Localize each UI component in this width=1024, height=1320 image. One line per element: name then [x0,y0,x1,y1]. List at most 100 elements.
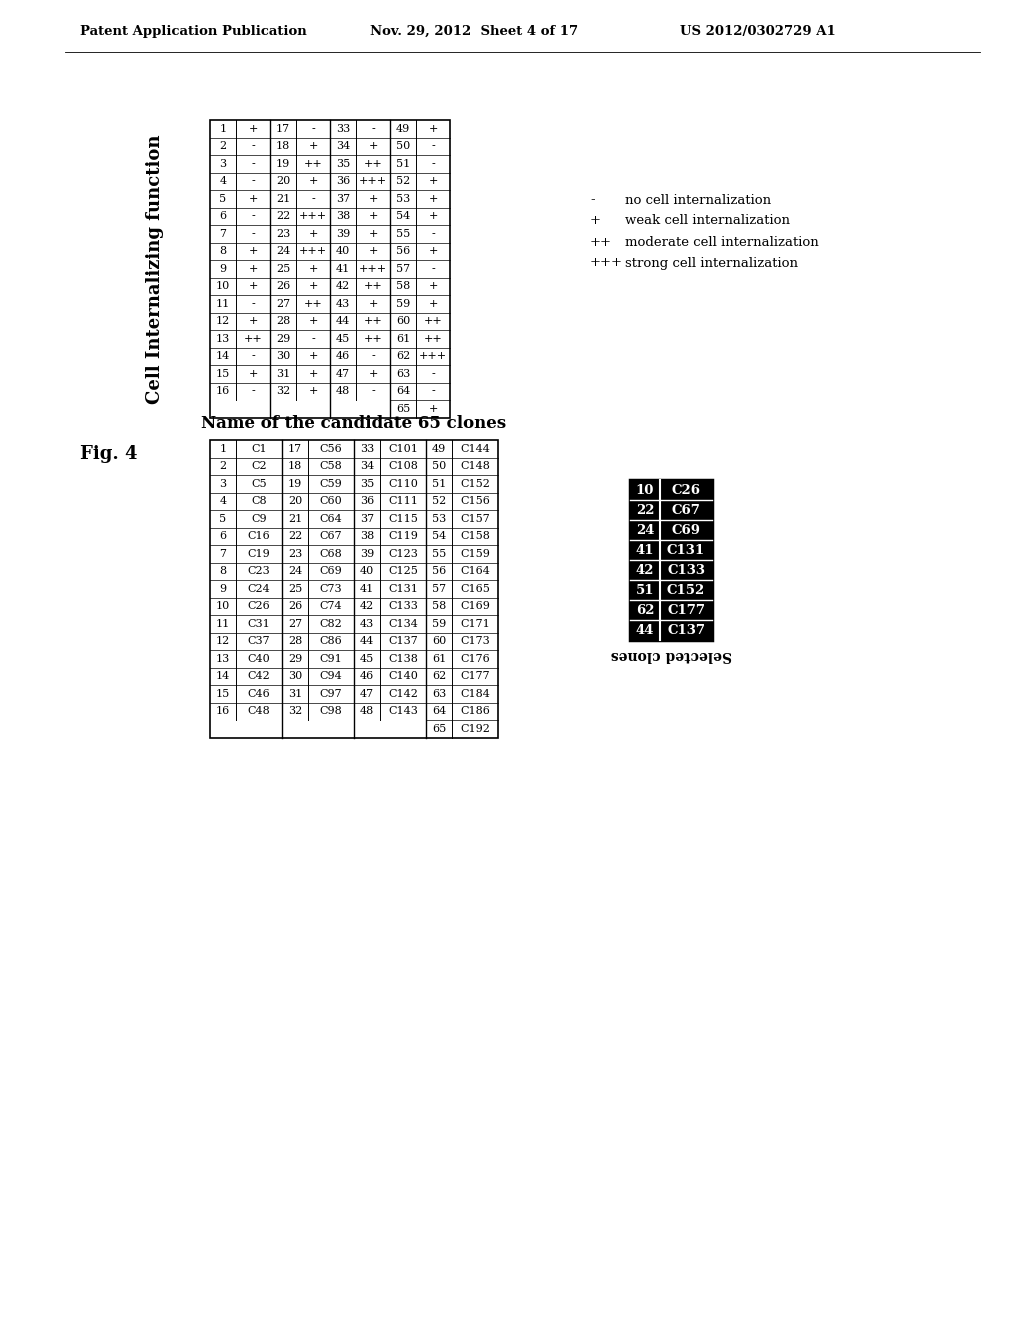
Text: C134: C134 [388,619,418,628]
Text: strong cell internalization: strong cell internalization [625,256,798,269]
Text: +: + [308,177,317,186]
Text: 43: 43 [336,298,350,309]
Text: C140: C140 [388,672,418,681]
Text: 11: 11 [216,619,230,628]
Text: C177: C177 [460,672,489,681]
Text: C137: C137 [667,623,705,636]
Text: 54: 54 [396,211,411,222]
Text: +: + [369,141,378,152]
Text: +: + [428,177,437,186]
Text: C152: C152 [667,583,706,597]
Text: 9: 9 [219,264,226,273]
Text: 14: 14 [216,351,230,362]
Text: +: + [369,228,378,239]
Text: C164: C164 [460,566,489,577]
Text: 52: 52 [432,496,446,507]
Text: 23: 23 [288,549,302,558]
Text: 42: 42 [359,601,374,611]
Text: 44: 44 [359,636,374,647]
Text: moderate cell internalization: moderate cell internalization [625,235,819,248]
Text: +: + [248,368,258,379]
Text: -: - [251,298,255,309]
Text: 51: 51 [432,479,446,488]
Text: C115: C115 [388,513,418,524]
Text: 38: 38 [336,211,350,222]
Text: 42: 42 [636,564,654,577]
Text: +: + [308,264,317,273]
Text: C138: C138 [388,653,418,664]
Text: -: - [251,177,255,186]
Text: Patent Application Publication: Patent Application Publication [80,25,307,38]
Text: 28: 28 [275,317,290,326]
Text: +: + [428,404,437,413]
Text: 1: 1 [219,444,226,454]
Text: 25: 25 [275,264,290,273]
Text: C19: C19 [248,549,270,558]
Text: +: + [308,281,317,292]
Text: -: - [431,141,435,152]
Text: +: + [369,194,378,203]
Text: -: - [371,351,375,362]
Text: C119: C119 [388,531,418,541]
Text: C157: C157 [460,513,489,524]
Text: -: - [431,158,435,169]
Text: 65: 65 [432,723,446,734]
Text: 56: 56 [396,247,411,256]
Text: 35: 35 [336,158,350,169]
Text: Selected clones: Selected clones [610,648,731,663]
Text: 13: 13 [216,334,230,343]
Text: 60: 60 [432,636,446,647]
Text: 59: 59 [432,619,446,628]
Text: C159: C159 [460,549,489,558]
Text: 40: 40 [359,566,374,577]
Text: +: + [428,298,437,309]
Text: 31: 31 [275,368,290,379]
Text: C23: C23 [248,566,270,577]
Text: 53: 53 [396,194,411,203]
Text: 18: 18 [288,461,302,471]
Text: -: - [251,158,255,169]
Text: +: + [308,351,317,362]
Text: -: - [311,334,314,343]
Text: ++: ++ [590,235,612,248]
Text: 10: 10 [636,483,654,496]
Text: 36: 36 [359,496,374,507]
Text: C133: C133 [667,564,705,577]
Text: +: + [308,317,317,326]
Text: 20: 20 [275,177,290,186]
Text: -: - [371,124,375,133]
Text: 36: 36 [336,177,350,186]
Text: 47: 47 [336,368,350,379]
Text: 17: 17 [288,444,302,454]
Text: C152: C152 [460,479,489,488]
Text: 58: 58 [432,601,446,611]
Text: 48: 48 [336,387,350,396]
Text: 16: 16 [216,387,230,396]
Text: C186: C186 [460,706,489,717]
Text: 26: 26 [288,601,302,611]
Text: C156: C156 [460,496,489,507]
Text: 64: 64 [432,706,446,717]
Text: 62: 62 [636,603,654,616]
Text: C48: C48 [248,706,270,717]
Text: 21: 21 [275,194,290,203]
Text: C110: C110 [388,479,418,488]
Text: 60: 60 [396,317,411,326]
Text: 22: 22 [275,211,290,222]
Text: 33: 33 [336,124,350,133]
Text: +: + [428,247,437,256]
Text: C142: C142 [388,689,418,698]
Text: 38: 38 [359,531,374,541]
Text: ++: ++ [304,298,323,309]
Text: 63: 63 [396,368,411,379]
Text: 8: 8 [219,247,226,256]
Text: ++: ++ [364,317,382,326]
Text: -: - [311,194,314,203]
Text: +++: +++ [359,264,387,273]
Text: 12: 12 [216,636,230,647]
Text: 65: 65 [396,404,411,413]
Text: 58: 58 [396,281,411,292]
Text: 12: 12 [216,317,230,326]
Text: 34: 34 [336,141,350,152]
Text: 44: 44 [636,623,654,636]
